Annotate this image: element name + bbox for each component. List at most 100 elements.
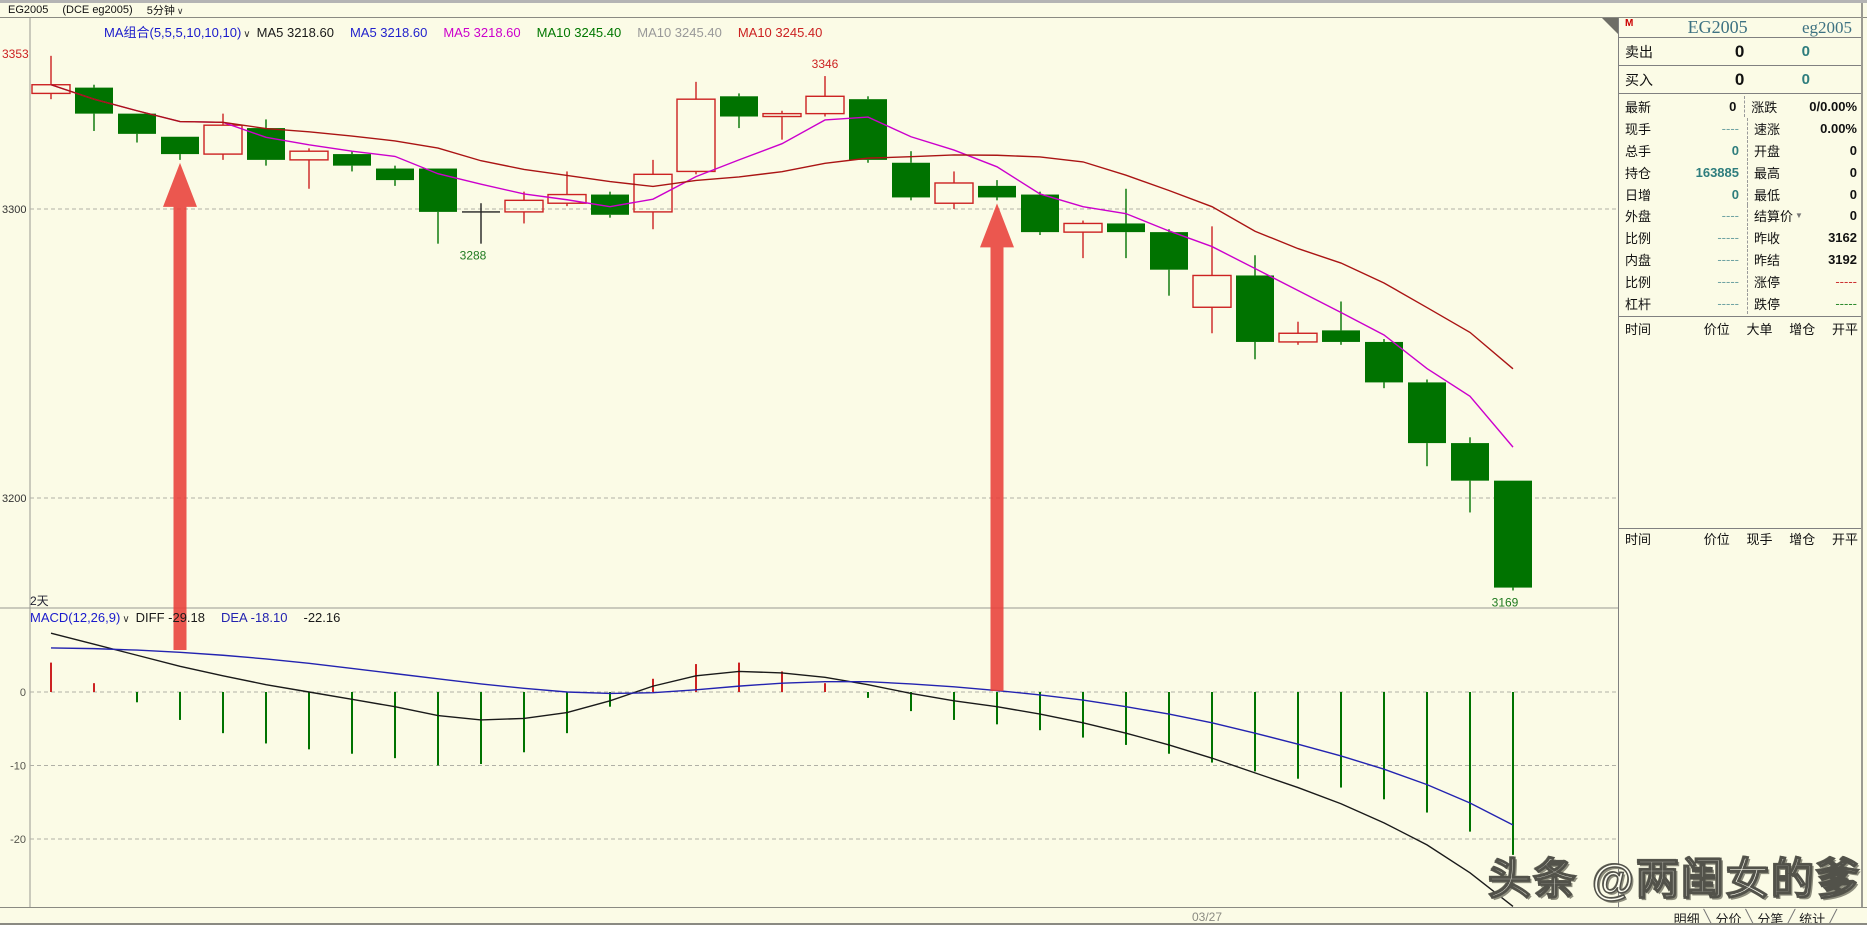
quote-row: 内盘 ----- 昨结 3192 xyxy=(1619,248,1862,270)
quote-label: 最新 xyxy=(1625,100,1652,116)
tab-separator: ╲ xyxy=(1703,909,1712,924)
down-candle xyxy=(591,194,629,215)
tab-separator: ╲ xyxy=(1745,909,1754,924)
buy-price: 0 xyxy=(1734,69,1745,89)
up-candle xyxy=(504,199,544,213)
up-candle xyxy=(633,173,673,213)
price-annotation: 3288 xyxy=(460,249,487,263)
footer-tab[interactable]: 分价 xyxy=(1715,912,1742,925)
macd-legend-value: DIFF -29.18 xyxy=(135,610,205,625)
footer-tab[interactable]: 统计 xyxy=(1799,912,1826,925)
chevron-down-icon: ∨ xyxy=(122,614,130,625)
quote-value: ----- xyxy=(1717,295,1739,311)
quote-value: 0 xyxy=(1849,142,1857,158)
quote-panel: M EG2005 eg2005 卖出 0 0 买入 0 0 最新 0 涨跌 0/0.0… xyxy=(1618,17,1862,907)
down-candle xyxy=(1408,382,1446,444)
price-axis-label: 3300 xyxy=(2,204,26,216)
panel-symbol: EG2005 xyxy=(1687,17,1748,37)
quote-row: 比例 ----- 昨收 3162 xyxy=(1619,227,1862,249)
main-contract-mark: M xyxy=(1625,18,1634,29)
quote-value: 3162 xyxy=(1828,230,1857,246)
macd-axis-label: 0 xyxy=(20,687,26,699)
tab-separator: ╱ xyxy=(1787,909,1796,924)
settlement-caret-icon[interactable]: ▼ xyxy=(1795,211,1803,221)
buy-point-arrow xyxy=(980,203,1014,691)
quote-value: ---- xyxy=(1721,208,1739,224)
macd-axis-label: -10 xyxy=(10,761,26,773)
chevron-down-icon: ∨ xyxy=(243,29,251,40)
trade-list-header: 时间 价位 大单 增仓 开平 xyxy=(1619,317,1862,339)
list-column-header: 大单 xyxy=(1746,321,1773,337)
down-candle xyxy=(978,185,1016,198)
quote-label: 杠杆 xyxy=(1625,296,1652,312)
period-selector[interactable]: 5分钟 ∨ xyxy=(146,5,184,17)
window-bottom-edge xyxy=(0,923,1867,925)
tick-list-header: 时间 价位 现手 增仓 开平 xyxy=(1619,527,1862,548)
down-candle xyxy=(247,128,285,160)
quote-label: 昨结 xyxy=(1754,252,1781,268)
price-annotation: 3169 xyxy=(1492,595,1519,609)
buy-row: 买入 0 0 xyxy=(1619,65,1862,93)
up-candle xyxy=(676,98,716,173)
list-column-header: 开平 xyxy=(1831,321,1858,337)
quote-label: 比例 xyxy=(1625,231,1652,247)
quote-row: 杠杆 ----- 跌停 ----- xyxy=(1619,292,1862,314)
ma5-line xyxy=(50,84,1514,448)
up-candle xyxy=(203,124,243,155)
quote-value: 0 xyxy=(1849,164,1857,180)
ma-legend-value: MA10 3245.40 xyxy=(737,25,823,40)
down-candle xyxy=(333,154,371,166)
down-candle xyxy=(849,99,887,160)
quote-label: 开盘 xyxy=(1754,143,1781,159)
quote-row-right: 昨收 3162 xyxy=(1747,227,1862,249)
quote-value: 3192 xyxy=(1828,251,1857,267)
quote-value: 0 xyxy=(1731,186,1739,202)
quote-value: 0 xyxy=(1729,99,1737,115)
quote-label: 日增 xyxy=(1625,187,1652,203)
exchange-code: (DCE eg2005) xyxy=(62,4,133,16)
down-candle xyxy=(892,162,930,198)
ma-indicator-legend: MA组合(5,5,5,10,10,10) ∨ MA5 3218.60 MA5 3218… xyxy=(104,22,838,41)
quote-row-right: 昨结 3192 xyxy=(1747,248,1862,270)
watermark-text: 头条 @两闺女的爹 xyxy=(1487,855,1861,905)
list-column-header: 增仓 xyxy=(1789,321,1816,337)
quote-row-right: 速涨 0.00% xyxy=(1747,118,1862,140)
down-candle xyxy=(1494,480,1532,588)
quote-row: 比例 ----- 涨停 ----- xyxy=(1619,270,1862,292)
ma-dropdown[interactable]: MA组合(5,5,5,10,10,10) ∨ xyxy=(104,25,251,40)
footer-tabs: 明细 ╲ 分价 ╲ 分笔 ╱ 统计 ╱ xyxy=(1674,909,1837,925)
dea-line xyxy=(50,647,1514,826)
down-candle xyxy=(1107,223,1145,233)
quote-row: 日增 0 最低 0 xyxy=(1619,183,1862,205)
ma10-line xyxy=(50,84,1514,370)
sell-volume: 0 xyxy=(1801,43,1810,60)
sell-price: 0 xyxy=(1734,41,1745,61)
macd-dropdown[interactable]: MACD(12,26,9) ∨ xyxy=(30,610,130,625)
list-column-header: 时间 xyxy=(1625,321,1652,337)
down-candle xyxy=(376,168,414,181)
list-column-header: 价位 xyxy=(1703,321,1730,337)
price-axis-label: 3200 xyxy=(2,493,26,505)
footer-tab[interactable]: 明细 xyxy=(1673,912,1700,925)
footer-tab[interactable]: 分笔 xyxy=(1757,912,1784,925)
quote-row-right: 跌停 ----- xyxy=(1747,292,1862,314)
contract-symbol: EG2005 xyxy=(8,4,49,16)
ma-legend-value: MA5 3218.60 xyxy=(256,25,334,40)
quote-label: 最低 xyxy=(1754,187,1781,203)
quote-label: 最高 xyxy=(1754,165,1781,181)
quote-value: ----- xyxy=(1717,273,1739,289)
period-pane-label: 2天 xyxy=(30,594,49,608)
sell-row: 卖出 0 0 xyxy=(1619,37,1862,65)
buy-volume: 0 xyxy=(1801,71,1810,88)
down-candle xyxy=(720,96,758,117)
quote-value: ----- xyxy=(1835,273,1857,289)
quote-label: 外盘 xyxy=(1625,209,1652,225)
ma-legend-value: MA5 3218.60 xyxy=(443,25,521,40)
quote-label: 结算价 ▼ xyxy=(1754,209,1803,225)
quote-value: 0 xyxy=(1731,142,1739,158)
quote-value: 163885 xyxy=(1695,164,1739,180)
up-candle xyxy=(1063,222,1103,233)
quote-row: 外盘 ---- 结算价 ▼ 0 xyxy=(1619,205,1862,227)
